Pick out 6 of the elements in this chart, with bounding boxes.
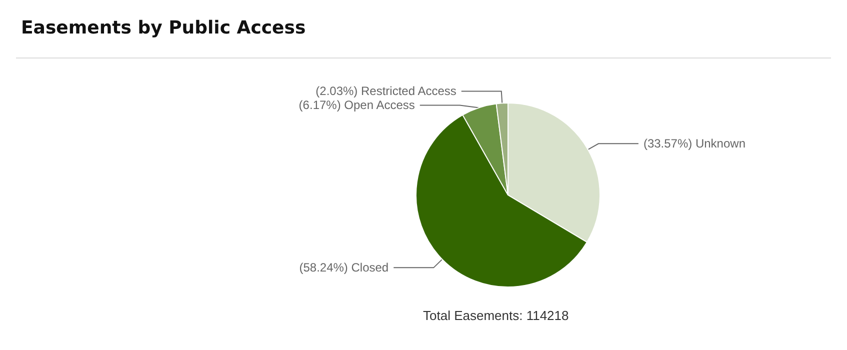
slice-label: (6.17%) Open Access <box>298 98 415 112</box>
slice-label: (33.57%) Unknown <box>643 136 746 151</box>
slice-label: (58.24%) Closed <box>299 260 389 275</box>
slice-label: (2.03%) Restricted Access <box>316 84 456 98</box>
chart-title: Easements by Public Access <box>21 18 306 38</box>
text: Total Easements: 114218 <box>423 308 569 323</box>
